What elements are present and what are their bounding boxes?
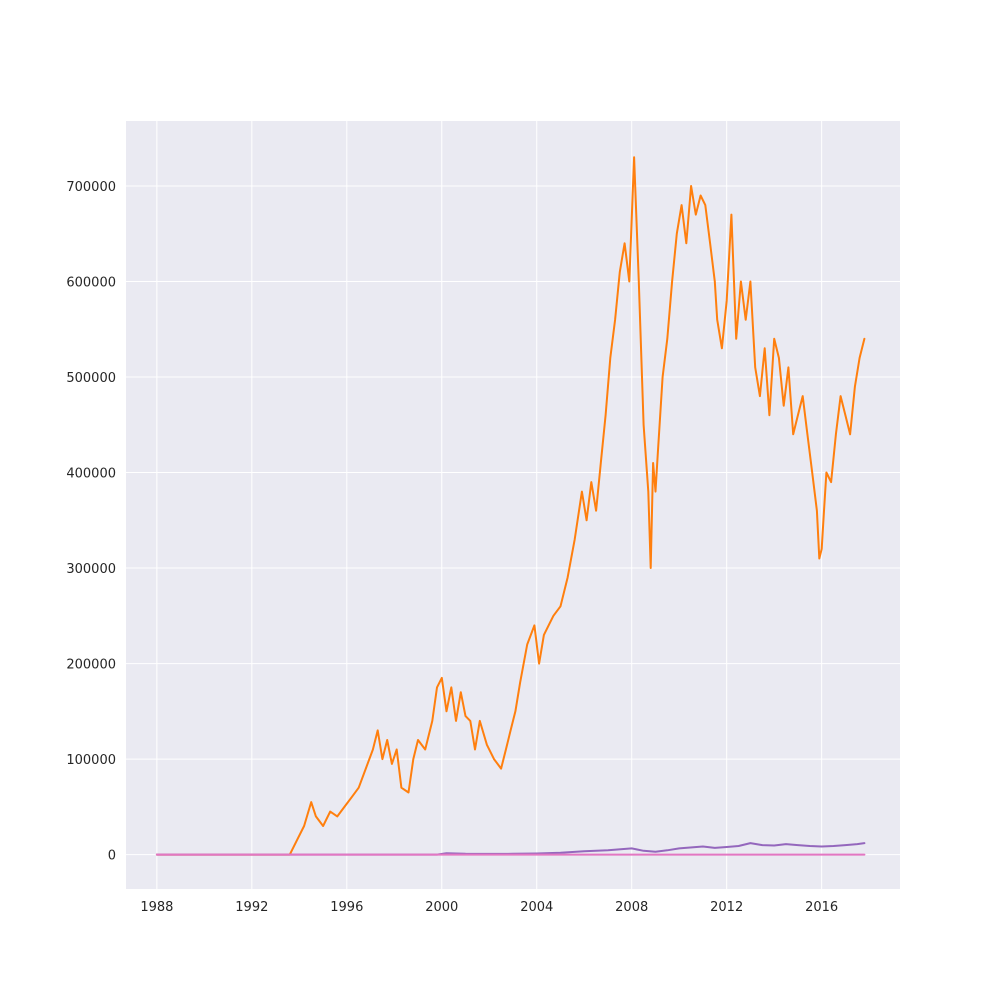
orange-series-line <box>155 156 866 856</box>
series-lines <box>155 156 866 856</box>
y-tick-label: 100000 <box>66 753 116 768</box>
x-tick-label: 2000 <box>425 900 458 915</box>
y-tick-label: 500000 <box>66 371 116 386</box>
x-tick-label: 1996 <box>330 900 363 915</box>
x-axis-tick-labels: 1988 1992 1996 2000 2004 2008 2012 2016 <box>140 900 838 915</box>
x-tick-label: 2004 <box>520 900 553 915</box>
x-tick-label: 2016 <box>805 900 838 915</box>
y-tick-label: 300000 <box>66 562 116 577</box>
x-tick-label: 1992 <box>235 900 268 915</box>
y-tick-label: 400000 <box>66 467 116 482</box>
y-tick-label: 600000 <box>66 275 116 290</box>
y-axis-tick-labels: 0 100000 200000 300000 400000 500000 600000 700… <box>66 180 116 864</box>
y-tick-label: 0 <box>108 849 116 864</box>
y-tick-label: 700000 <box>66 180 116 195</box>
y-tick-label: 200000 <box>66 658 116 673</box>
plot-area <box>126 121 900 889</box>
x-tick-label: 2012 <box>710 900 743 915</box>
x-tick-label: 1988 <box>140 900 173 915</box>
x-tick-label: 2008 <box>615 900 648 915</box>
